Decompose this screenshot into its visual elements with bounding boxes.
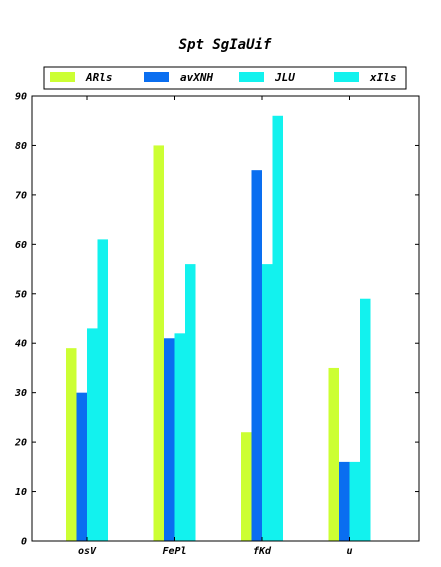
legend-label-avXNH: avXNH [180, 71, 213, 84]
x-tick-label: osV [78, 546, 97, 557]
y-tick-label: 70 [15, 190, 27, 201]
bar-avXNH-FePl [164, 338, 175, 541]
bar-JLU-FePl [174, 333, 185, 541]
y-tick-label: 80 [15, 141, 27, 152]
chart-title: Spt SgIaUif [179, 37, 272, 53]
x-tick-label: fKd [253, 546, 272, 557]
legend-swatch-JLU [239, 72, 264, 82]
bar-avXNH-osV [76, 392, 87, 541]
legend-label-xIls: xIls [369, 71, 397, 84]
bar-avXNH-fKd [251, 170, 262, 542]
bar-xIls-fKd [272, 115, 283, 541]
y-tick-label: 50 [15, 289, 27, 300]
bar-ARls-osV [66, 348, 77, 541]
legend-items: ARls avXNH JLU xIls [50, 71, 397, 84]
x-axis-ticks: osV FePl fKd u [78, 96, 353, 557]
legend-box [43, 66, 407, 90]
legend-swatch-xIls [334, 72, 359, 82]
legend: ARls avXNH JLU xIls [43, 66, 407, 90]
bars [66, 115, 371, 542]
bar-JLU-fKd [262, 264, 273, 541]
plot-area: 0 10 20 30 40 50 60 70 80 90 osV FePl fKd u [14, 92, 420, 557]
legend-swatch-avXNH [144, 72, 169, 82]
y-tick-label: 40 [15, 339, 27, 350]
y-tick-label: 0 [21, 537, 27, 548]
y-tick-label: 30 [14, 388, 27, 399]
bar-JLU-osV [87, 328, 98, 541]
legend-swatch-ARls [50, 72, 75, 82]
bar-ARls-fKd [241, 432, 252, 541]
y-tick-label: 10 [15, 487, 27, 498]
bar-ARls-u [328, 367, 339, 541]
legend-label-ARls: ARls [85, 71, 113, 84]
legend-label-JLU: JLU [274, 71, 295, 84]
x-tick-label: FePl [162, 546, 186, 557]
bar-xIls-u [360, 298, 371, 541]
x-tick-label: u [346, 546, 352, 557]
y-tick-label: 60 [15, 240, 27, 251]
bar-JLU-u [349, 461, 360, 541]
plot-frame [31, 95, 420, 542]
bar-avXNH-u [339, 461, 350, 541]
bar-xIls-osV [97, 239, 108, 541]
bar-xIls-FePl [185, 264, 196, 541]
y-axis-ticks: 0 10 20 30 40 50 60 70 80 90 [14, 92, 419, 548]
y-tick-label: 20 [14, 438, 27, 449]
y-tick-label: 90 [15, 92, 27, 103]
bar-ARls-FePl [153, 145, 164, 541]
